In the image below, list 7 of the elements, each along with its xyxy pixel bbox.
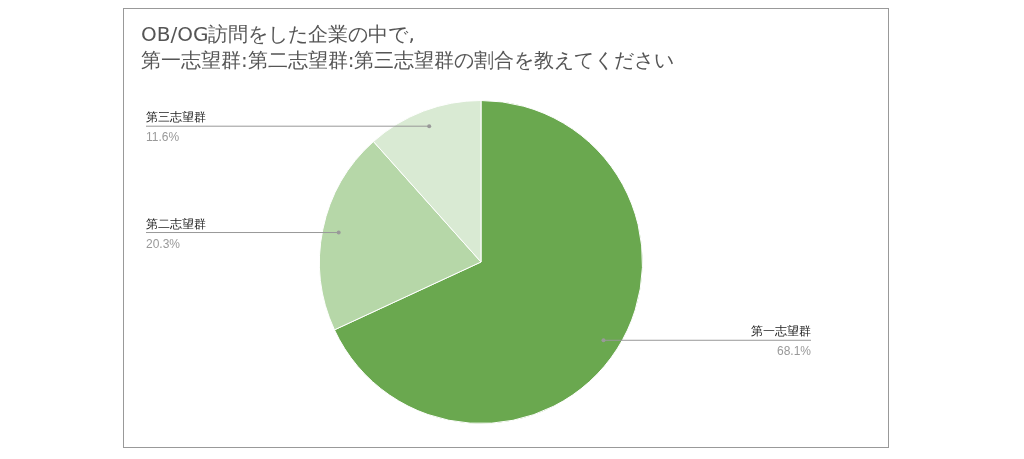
chart-title: OB/OG訪問をした企業の中で, 第一志望群:第二志望群:第三志望群の割合を教えてください (141, 21, 675, 73)
slice-label: 第一志望群 (751, 324, 811, 339)
data-label: 68.1% (776, 344, 812, 359)
slice-label: 第二志望群 (146, 216, 206, 231)
data-label: 11.6% (146, 130, 180, 145)
data-label: 20.3% (146, 236, 181, 251)
slice-label: 第三志望群 (146, 110, 206, 125)
